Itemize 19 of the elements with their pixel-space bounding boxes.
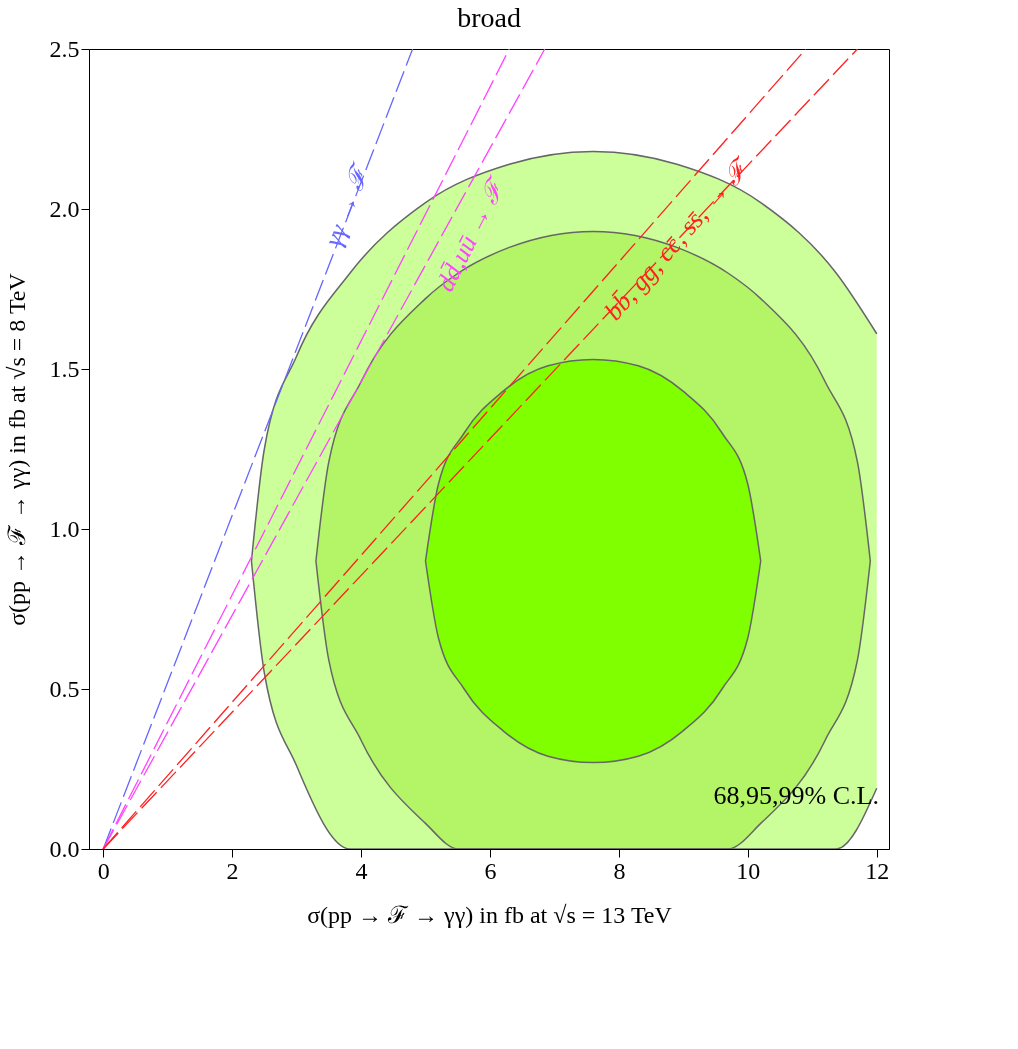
- y-tick-label: 0.0: [49, 835, 80, 862]
- x-tick-label: 6: [484, 857, 497, 884]
- x-tick-label: 8: [613, 857, 626, 884]
- x-axis-title: σ(pp → ℱ → γγ) in fb at √s = 13 TeV: [307, 901, 673, 928]
- annotation: dd̄,uū → ℱ: [430, 171, 513, 296]
- y-tick-label: 2.5: [49, 35, 80, 62]
- chart-title: broad: [457, 2, 521, 33]
- y-tick-label: 1.5: [49, 355, 80, 382]
- x-tick-label: 0: [97, 857, 110, 884]
- y-tick-label: 1.0: [49, 515, 80, 542]
- x-tick-label: 10: [736, 857, 761, 884]
- annotation: 68,95,99% C.L.: [713, 781, 879, 810]
- y-axis-title: σ(pp → ℱ → γγ) in fb at √s = 8 TeV: [3, 272, 30, 626]
- x-tick-label: 4: [355, 857, 368, 884]
- y-tick-label: 0.5: [49, 675, 80, 702]
- y-tick-label: 2.0: [49, 195, 80, 222]
- x-tick-label: 12: [865, 857, 890, 884]
- annotation: bb̄, gg, cc̄, ss̄, → ℱ: [598, 151, 757, 326]
- x-tick-label: 2: [226, 857, 239, 884]
